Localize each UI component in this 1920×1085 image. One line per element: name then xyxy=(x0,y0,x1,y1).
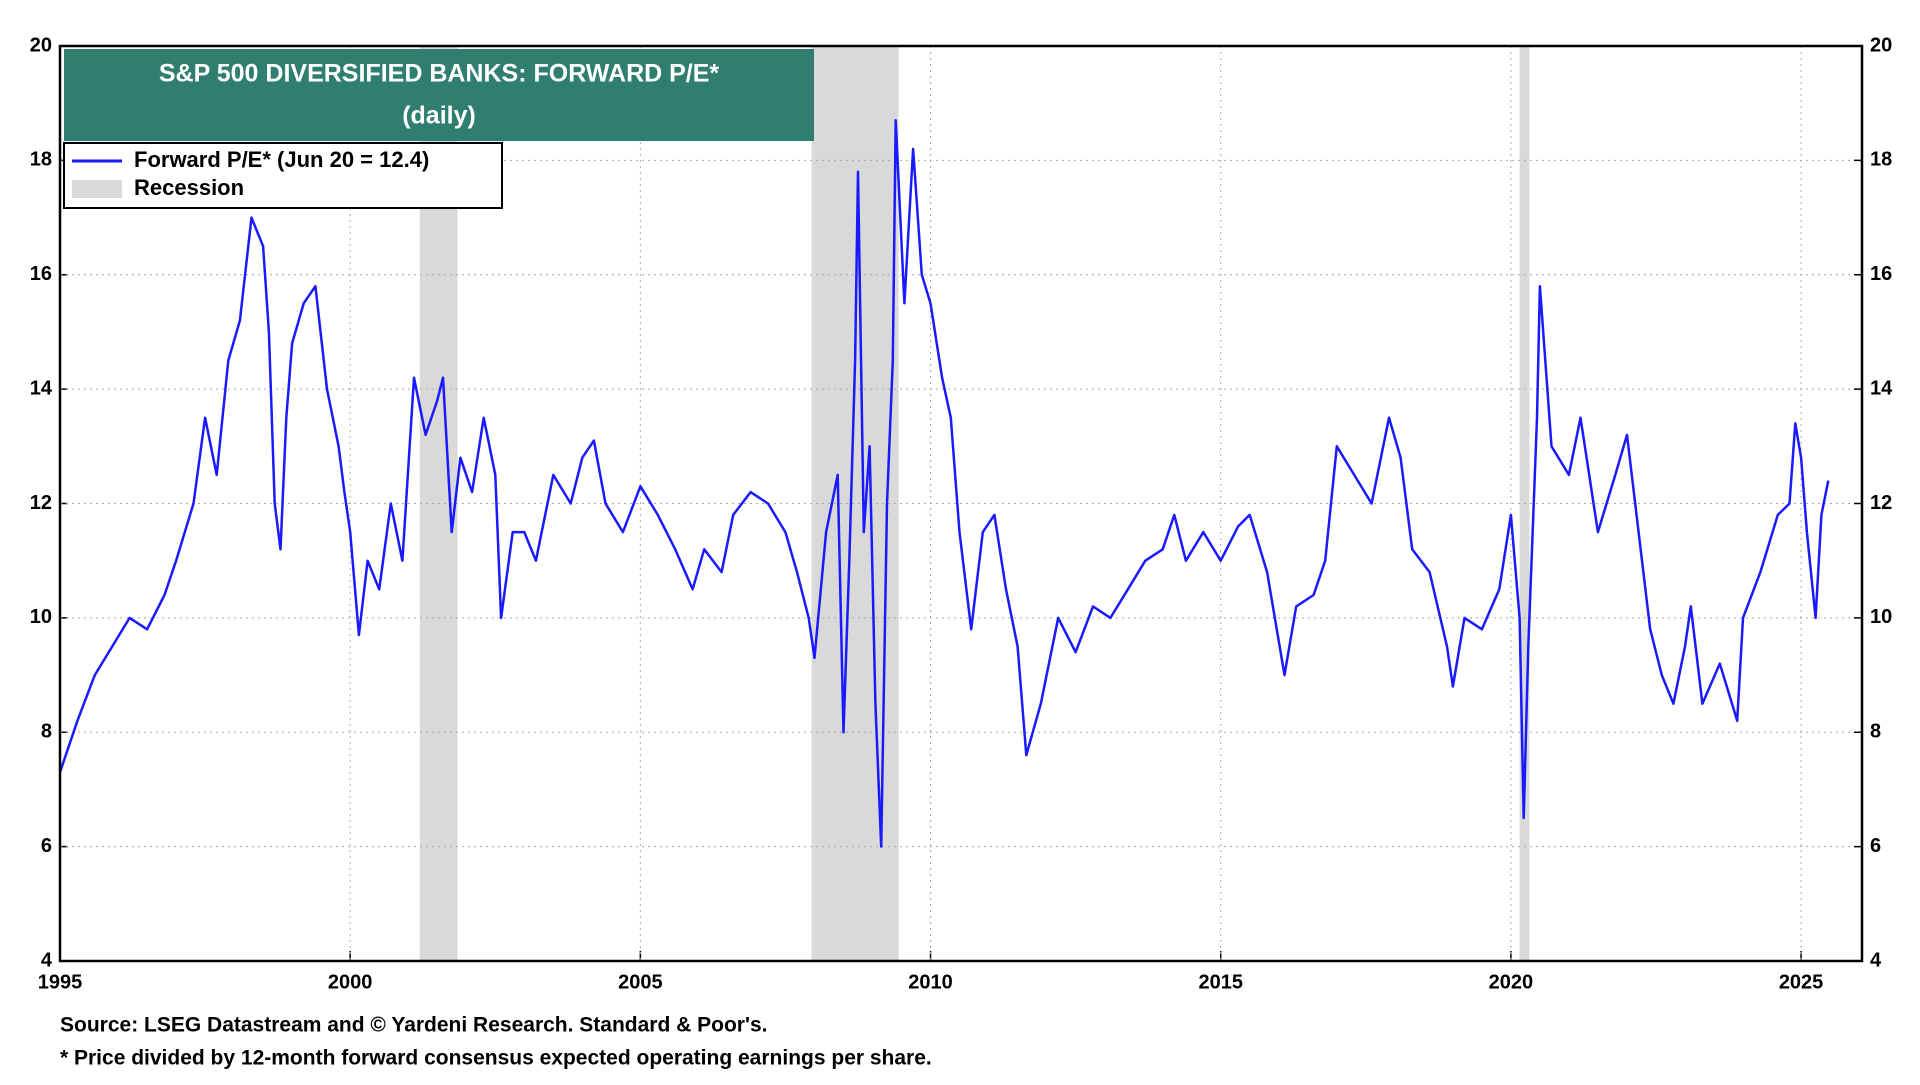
x-tick-label: 2010 xyxy=(908,971,953,993)
y2-tick-label: 6 xyxy=(1870,835,1881,857)
y2-tick-label: 16 xyxy=(1870,263,1892,285)
y2-tick-label: 20 xyxy=(1870,34,1892,56)
series-line xyxy=(58,119,1830,848)
recession-band xyxy=(811,46,899,961)
y-tick-label: 10 xyxy=(30,606,52,628)
y-tick-label: 18 xyxy=(30,149,52,171)
legend-box xyxy=(63,142,503,209)
legend-label: Recession xyxy=(134,175,244,200)
y2-tick-label: 12 xyxy=(1870,492,1892,514)
plot-frame xyxy=(58,44,1864,963)
chart-title: S&P 500 DIVERSIFIED BANKS: FORWARD P/E* xyxy=(159,60,720,88)
y2-tick-label: 14 xyxy=(1870,377,1893,399)
y-tick-label: 12 xyxy=(30,492,52,514)
y-tick-label: 4 xyxy=(41,949,53,971)
chart-subtitle: (daily) xyxy=(402,102,476,130)
x-tick-label: 2015 xyxy=(1198,971,1243,993)
legend-swatch xyxy=(72,180,122,198)
footnote: * Price divided by 12-month forward cons… xyxy=(60,1047,932,1070)
y2-tick-label: 18 xyxy=(1870,149,1892,171)
y2-tick-label: 4 xyxy=(1870,949,1882,971)
y-tick-label: 14 xyxy=(30,377,53,399)
x-tick-label: 2025 xyxy=(1779,971,1824,993)
y-tick-label: 6 xyxy=(41,835,52,857)
legend-label: Forward P/E* (Jun 20 = 12.4) xyxy=(134,147,429,172)
title-box xyxy=(64,49,814,141)
plot xyxy=(58,44,1864,963)
x-tick-label: 2000 xyxy=(328,971,373,993)
source: Source: LSEG Datastream and © Yardeni Re… xyxy=(60,1014,767,1037)
y-tick-label: 16 xyxy=(30,263,52,285)
y-tick-label: 8 xyxy=(41,721,52,743)
x-tick-label: 2020 xyxy=(1489,971,1534,993)
x-tick-label: 2005 xyxy=(618,971,663,993)
y2-tick-label: 8 xyxy=(1870,721,1881,743)
y-tick-label: 20 xyxy=(30,34,52,56)
x-tick-label: 1995 xyxy=(38,971,83,993)
y2-tick-label: 10 xyxy=(1870,606,1892,628)
